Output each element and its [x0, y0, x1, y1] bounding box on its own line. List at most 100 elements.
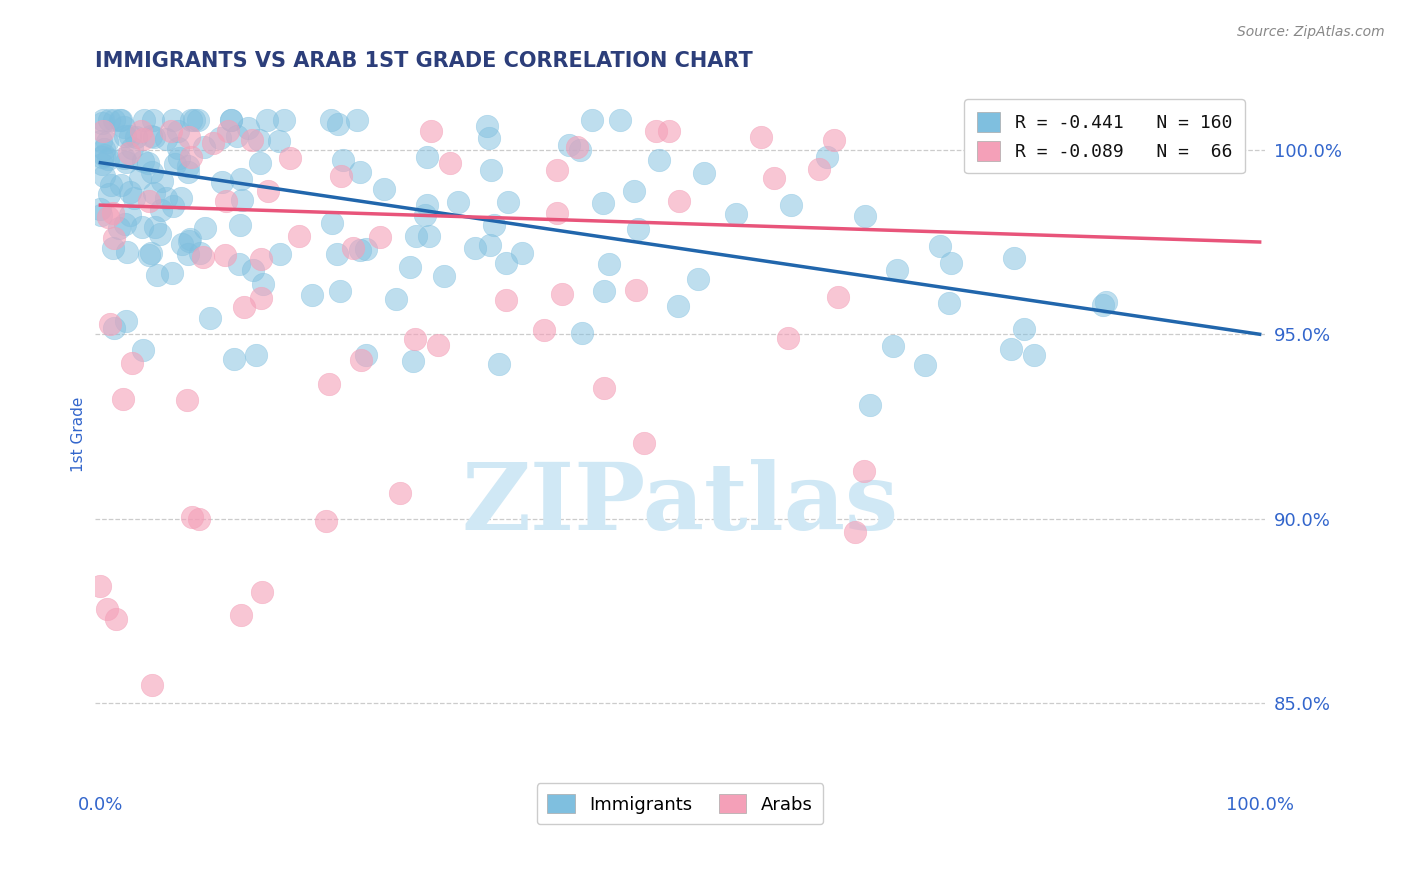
Point	[332, 153, 354, 167]
Point	[146, 268, 169, 282]
Point	[859, 398, 882, 412]
Point	[108, 220, 131, 235]
Point	[686, 272, 709, 286]
Point	[110, 113, 132, 128]
Point	[160, 267, 183, 281]
Point	[115, 313, 138, 327]
Point	[132, 113, 155, 128]
Point	[103, 321, 125, 335]
Point	[100, 178, 122, 192]
Point	[815, 150, 838, 164]
Point	[222, 351, 245, 366]
Point	[101, 241, 124, 255]
Point	[93, 169, 115, 184]
Point	[98, 186, 121, 201]
Point	[404, 332, 426, 346]
Point	[112, 120, 135, 135]
Point	[389, 486, 412, 500]
Point	[97, 113, 120, 128]
Point	[1000, 342, 1022, 356]
Point	[177, 159, 200, 173]
Point	[93, 142, 115, 156]
Point	[122, 191, 145, 205]
Point	[228, 257, 250, 271]
Point	[557, 137, 579, 152]
Point	[464, 241, 486, 255]
Point	[368, 230, 391, 244]
Point	[658, 124, 681, 138]
Y-axis label: 1st Grade: 1st Grade	[72, 396, 86, 472]
Point	[416, 150, 439, 164]
Point	[183, 113, 205, 128]
Point	[426, 337, 449, 351]
Point	[318, 376, 340, 391]
Point	[89, 134, 111, 148]
Point	[342, 241, 364, 255]
Point	[176, 392, 198, 407]
Point	[247, 133, 270, 147]
Point	[315, 514, 337, 528]
Point	[941, 256, 963, 270]
Point	[98, 317, 121, 331]
Point	[546, 162, 568, 177]
Point	[103, 113, 125, 128]
Point	[198, 311, 221, 326]
Point	[447, 194, 470, 209]
Text: Source: ZipAtlas.com: Source: ZipAtlas.com	[1237, 25, 1385, 39]
Point	[565, 139, 588, 153]
Point	[938, 295, 960, 310]
Point	[170, 237, 193, 252]
Point	[242, 262, 264, 277]
Point	[167, 151, 190, 165]
Point	[193, 140, 215, 154]
Point	[219, 113, 242, 128]
Point	[232, 300, 254, 314]
Point	[245, 348, 267, 362]
Point	[328, 117, 350, 131]
Point	[354, 348, 377, 362]
Point	[1022, 348, 1045, 362]
Point	[121, 141, 143, 155]
Point	[139, 246, 162, 260]
Point	[218, 124, 240, 138]
Point	[125, 130, 148, 145]
Point	[89, 202, 111, 216]
Point	[477, 119, 499, 133]
Point	[420, 124, 443, 138]
Point	[571, 326, 593, 340]
Point	[648, 153, 671, 167]
Point	[229, 171, 252, 186]
Point	[91, 116, 114, 130]
Point	[598, 257, 620, 271]
Point	[278, 151, 301, 165]
Point	[1091, 298, 1114, 312]
Point	[163, 157, 186, 171]
Point	[346, 113, 368, 128]
Point	[181, 510, 204, 524]
Point	[242, 133, 264, 147]
Point	[724, 207, 747, 221]
Point	[373, 182, 395, 196]
Point	[120, 128, 142, 143]
Point	[510, 246, 533, 260]
Point	[231, 193, 253, 207]
Point	[914, 358, 936, 372]
Point	[136, 156, 159, 170]
Point	[114, 155, 136, 169]
Point	[853, 210, 876, 224]
Point	[91, 157, 114, 171]
Point	[633, 435, 655, 450]
Point	[93, 113, 115, 128]
Point	[592, 381, 614, 395]
Point	[141, 678, 163, 692]
Point	[101, 206, 124, 220]
Point	[433, 268, 456, 283]
Point	[269, 246, 291, 260]
Point	[1014, 321, 1036, 335]
Point	[96, 602, 118, 616]
Point	[215, 194, 238, 208]
Point	[188, 246, 211, 260]
Point	[112, 392, 135, 406]
Point	[256, 113, 278, 128]
Point	[592, 284, 614, 298]
